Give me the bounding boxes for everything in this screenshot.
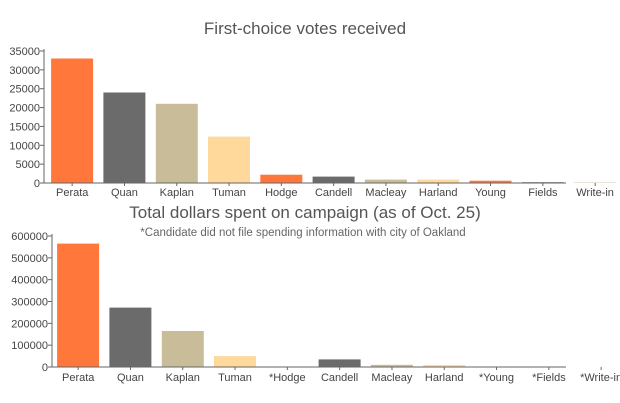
votes-bar-kaplan: [155, 103, 198, 183]
votes-bar-macleay: [364, 179, 407, 183]
spending-y-tick-label: 200000: [11, 318, 48, 330]
votes-bar-harland: [417, 179, 460, 183]
votes-y-tick-label: 0: [34, 178, 40, 190]
votes-bar-young: [469, 180, 512, 183]
votes-chart: First-choice votes received 0 5000 10000 15…: [9, 19, 617, 199]
spending-category-label: Candell: [321, 372, 358, 384]
spending-category-label: Macleay: [371, 372, 412, 384]
votes-category-label: Write-in: [576, 187, 614, 199]
spending-category-label: Harland: [425, 372, 464, 384]
votes-category-label: Fields: [528, 187, 558, 199]
spending-chart-subtitle: *Candidate did not file spending informa…: [140, 227, 465, 239]
spending-y-tick-label: 100000: [11, 340, 48, 352]
votes-y-tick-label: 5000: [16, 159, 40, 171]
spending-category-label: Perata: [62, 372, 95, 384]
votes-category-label: Candell: [315, 187, 352, 199]
votes-bar-quan: [103, 92, 146, 183]
spending-bar-quan: [109, 307, 152, 367]
spending-category-label: Quan: [117, 372, 144, 384]
votes-y-tick-label: 15000: [9, 121, 40, 133]
spending-chart-title: Total dollars spent on campaign (as of O…: [129, 203, 481, 222]
votes-axes: 0 5000 10000 15000 20000 25000 30000 35000 Perat…: [9, 46, 614, 199]
spending-bar-kaplan: [161, 331, 204, 367]
votes-category-label: Macleay: [365, 187, 406, 199]
votes-bar-perata: [51, 58, 94, 183]
votes-chart-title: First-choice votes received: [204, 19, 406, 38]
spending-bar-perata: [57, 243, 100, 367]
spending-chart: Total dollars spent on campaign (as of O…: [11, 203, 620, 384]
spending-y-tick-label: 0: [42, 362, 48, 374]
votes-category-label: Quan: [111, 187, 138, 199]
votes-y-tick-label: 20000: [9, 103, 40, 115]
spending-bar-harland: [423, 365, 466, 367]
spending-category-label: *Young: [479, 372, 514, 384]
spending-bar-candell: [318, 359, 361, 367]
votes-y-tick-label: 10000: [9, 140, 40, 152]
votes-y-tick-label: 30000: [9, 65, 40, 77]
spending-y-tick-label: 600000: [11, 231, 48, 243]
votes-y-tick-label: 25000: [9, 84, 40, 96]
spending-bar-tuman: [214, 356, 256, 367]
votes-category-label: Young: [475, 187, 506, 199]
votes-category-label: Hodge: [265, 187, 297, 199]
votes-bar-hodge: [260, 174, 303, 183]
spending-category-label: *Hodge: [269, 372, 306, 384]
spending-y-tick-label: 400000: [11, 275, 48, 287]
spending-bars: [57, 243, 466, 367]
spending-bar-macleay: [370, 364, 413, 367]
votes-bar-candell: [312, 176, 355, 183]
votes-category-label: Tuman: [212, 187, 246, 199]
votes-category-label: Harland: [419, 187, 458, 199]
votes-y-tick-label: 35000: [9, 46, 40, 58]
votes-bars: [51, 58, 617, 183]
votes-bar-tuman: [208, 136, 250, 183]
spending-y-tick-label: 300000: [11, 297, 48, 309]
spending-category-label: *Write-in: [580, 372, 620, 384]
spending-axes: 0 100000 200000 300000 400000 500000 600000 Per…: [11, 231, 620, 384]
spending-category-label: Tuman: [218, 372, 252, 384]
votes-category-label: Perata: [56, 187, 89, 199]
spending-category-label: Kaplan: [166, 372, 200, 384]
votes-category-label: Kaplan: [160, 187, 194, 199]
spending-y-tick-label: 500000: [11, 253, 48, 265]
spending-category-label: *Fields: [532, 372, 566, 384]
